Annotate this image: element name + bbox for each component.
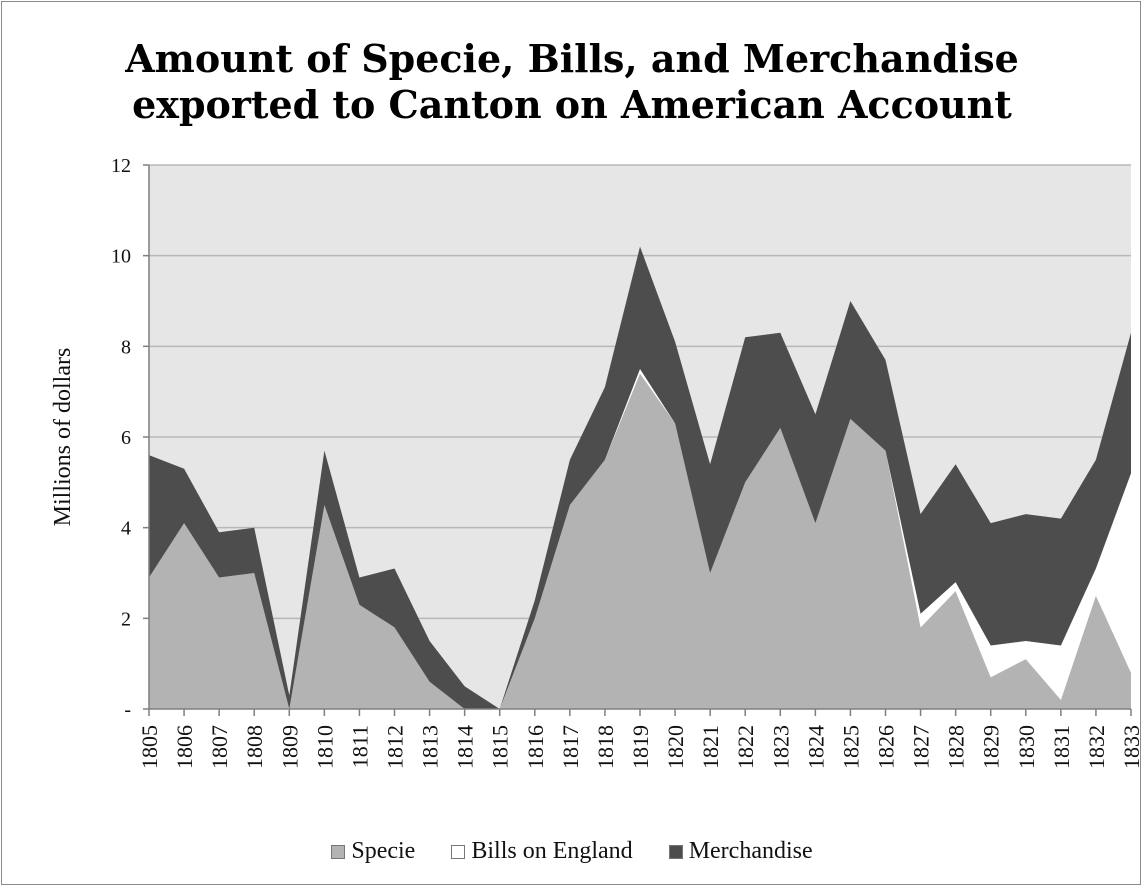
x-tick-label: 1827 xyxy=(909,725,934,769)
x-tick-label: 1807 xyxy=(207,725,232,769)
legend: Specie Bills on England Merchandise xyxy=(0,838,1144,866)
chart-title-line-2: exported to Canton on American Account xyxy=(132,82,1012,127)
x-tick-label: 1806 xyxy=(172,725,197,769)
y-tick-label: 2 xyxy=(121,608,131,630)
x-tick-label: 1805 xyxy=(137,725,162,769)
y-tick-label: 12 xyxy=(111,155,131,177)
legend-item-2: Bills on England xyxy=(451,838,633,865)
x-tick-label: 1830 xyxy=(1014,725,1039,769)
x-tick-label: 1808 xyxy=(242,725,267,769)
x-tick-label: 1822 xyxy=(733,725,758,769)
chart-title: Amount of Specie, Bills, and Merchandise… xyxy=(0,36,1144,128)
x-tick-label: 1833 xyxy=(1119,725,1144,769)
y-axis-label: Millions of dollars xyxy=(50,348,76,527)
x-tick-label: 1809 xyxy=(277,725,302,769)
x-tick-labels: 1805 1806 1807 1808 1809 1810 1811 1812 1813 1814… xyxy=(137,725,1144,769)
legend-label: Specie xyxy=(351,838,416,864)
x-tick-label: 1812 xyxy=(383,725,408,769)
x-tick-label: 1817 xyxy=(558,725,583,769)
x-tick-label: 1811 xyxy=(347,725,372,768)
legend-item-3: Merchandise xyxy=(668,838,813,865)
legend-label: Bills on England xyxy=(471,838,633,864)
x-tick-label: 1814 xyxy=(453,725,478,769)
x-tick-label: 1821 xyxy=(698,725,723,769)
x-tick-label: 1810 xyxy=(312,725,337,769)
y-tick-label: 8 xyxy=(121,336,131,358)
axes xyxy=(143,164,1132,716)
y-tick-labels: - 2 4 6 8 10 12 xyxy=(111,155,131,721)
y-tick-label: 4 xyxy=(121,518,131,540)
x-tick-label: 1813 xyxy=(418,725,443,769)
x-tick-label: 1818 xyxy=(593,725,618,769)
x-tick-label: 1828 xyxy=(944,725,969,769)
x-tick-label: 1819 xyxy=(628,725,653,769)
x-tick-label: 1820 xyxy=(663,725,688,769)
legend-swatch xyxy=(668,844,683,859)
y-tick-label: 10 xyxy=(111,246,131,268)
x-tick-label: 1831 xyxy=(1049,725,1074,769)
legend-item-1: Specie xyxy=(331,838,415,865)
x-tick-label: 1832 xyxy=(1084,725,1109,769)
x-tick-label: 1815 xyxy=(488,725,513,769)
chart-title-line-1: Amount of Specie, Bills, and Merchandise xyxy=(125,36,1019,81)
x-tick-label: 1825 xyxy=(838,725,863,769)
series-areas xyxy=(149,246,1131,709)
legend-swatch xyxy=(451,844,466,859)
y-tick-label: - xyxy=(124,699,131,721)
series-area-3 xyxy=(149,246,1131,709)
x-tick-label: 1823 xyxy=(768,725,793,769)
x-tick-label: 1824 xyxy=(803,725,828,769)
x-tick-label: 1829 xyxy=(979,725,1004,769)
x-tick-label: 1816 xyxy=(523,725,548,769)
y-tick-label: 6 xyxy=(121,427,131,449)
series-area-1 xyxy=(149,373,1131,709)
legend-label: Merchandise xyxy=(688,838,813,864)
legend-swatch xyxy=(331,844,346,859)
x-tick-label: 1826 xyxy=(874,725,899,769)
